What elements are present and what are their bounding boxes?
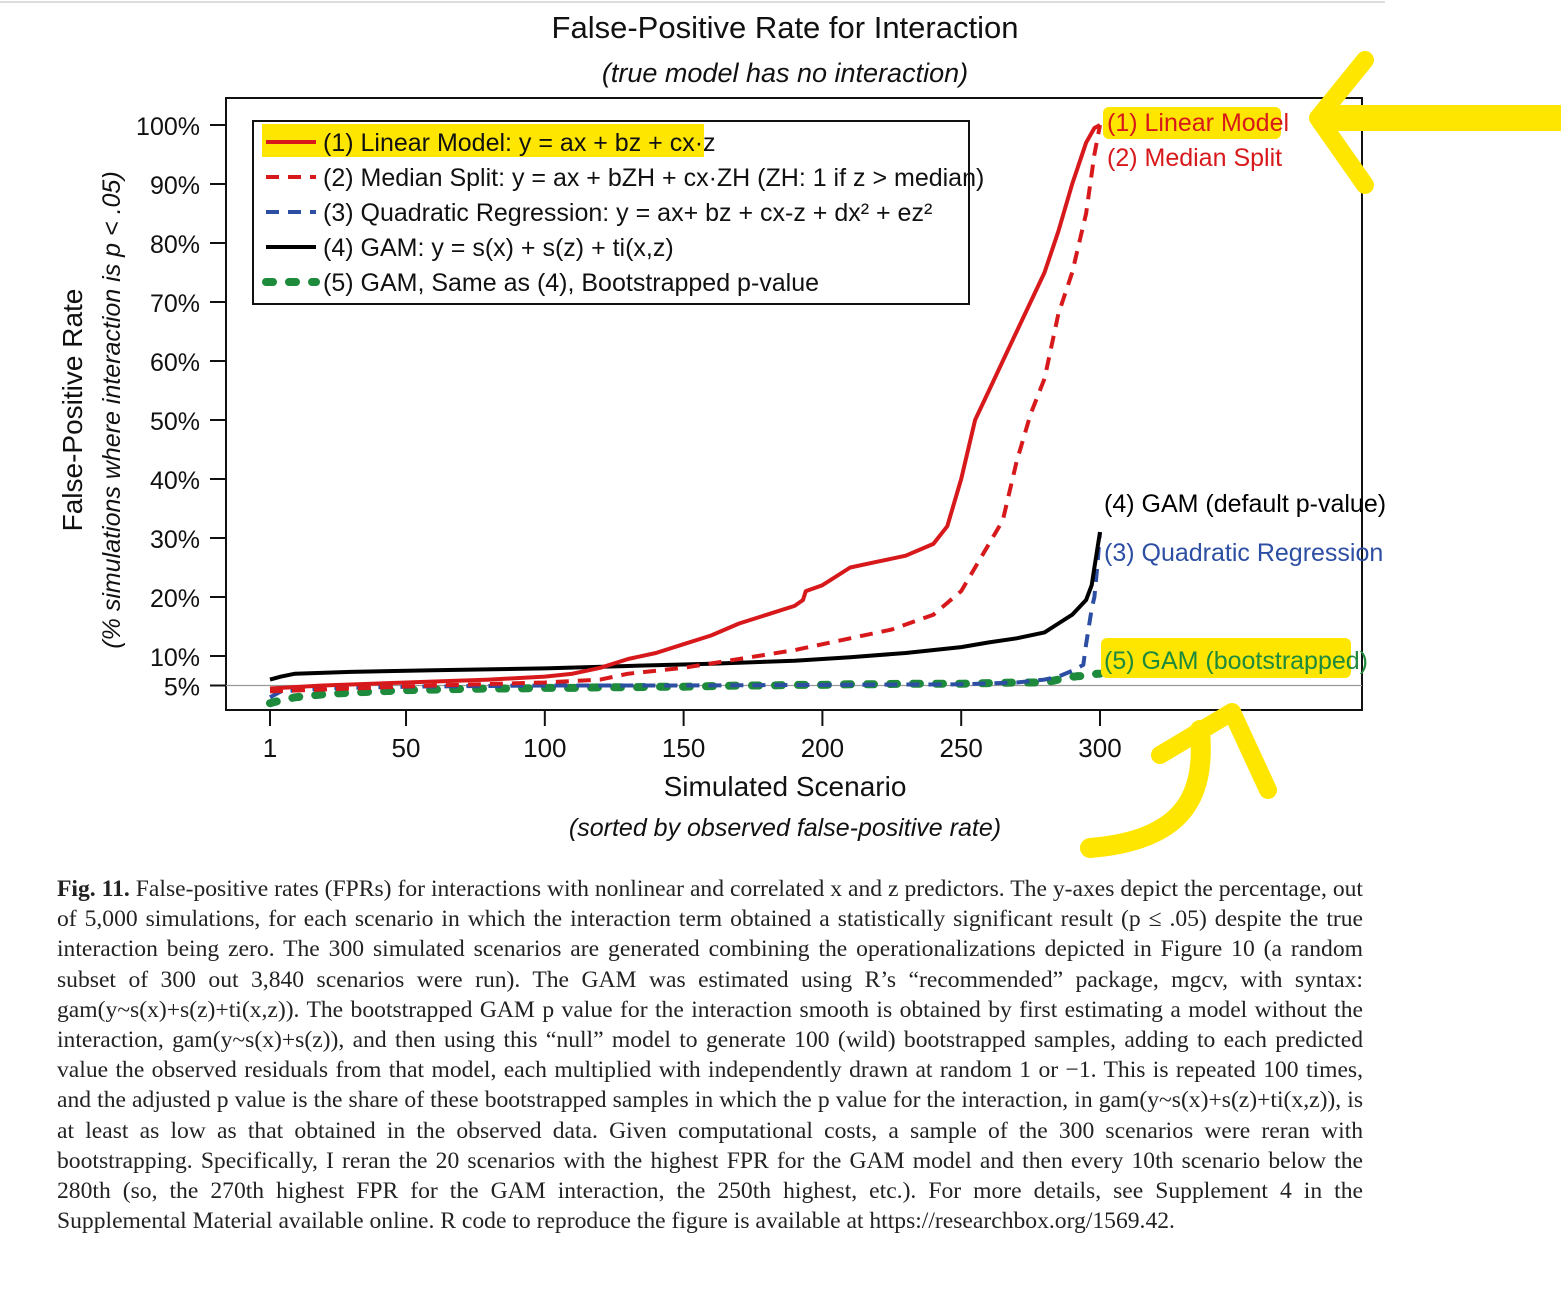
end-label-highlight <box>1101 638 1351 678</box>
y-tick-label: 50% <box>150 408 200 436</box>
legend: (1) Linear Model: y = ax + bz + cx·z (2) … <box>252 120 984 305</box>
legend-label: (5) GAM, Same as (4), Bootstrapped p-val… <box>323 269 819 297</box>
legend-label: (1) Linear Model: y = ax + bz + cx·z <box>323 129 716 157</box>
legend-label: (4) GAM: y = s(x) + s(z) + ti(x,z) <box>323 234 674 262</box>
plot-frame <box>225 97 1363 711</box>
figure-caption: Fig. 11. False-positive rates (FPRs) for… <box>57 874 1363 1236</box>
y-tick-label: 10% <box>150 644 200 672</box>
y-tick-label: 80% <box>150 231 200 259</box>
y-axis-title: False-Positive Rate <box>57 289 88 532</box>
caption-text: False-positive rates (FPRs) for interact… <box>57 876 1363 1235</box>
x-tick-label: 250 <box>940 733 983 763</box>
end-labels: (1) Linear Model (2) Median Split (4) GAM … <box>1101 107 1386 678</box>
y-tick-label: 70% <box>150 290 200 318</box>
y-tick-label: 20% <box>150 585 200 613</box>
series-line-1 <box>269 123 1101 691</box>
y-tick-label: 40% <box>150 467 200 495</box>
legend-label: (2) Median Split: y = ax + bZH + cx·ZH (… <box>323 164 984 192</box>
x-tick-label: 150 <box>662 733 705 763</box>
x-tick-label: 50 <box>392 733 421 763</box>
x-tick-label: 300 <box>1078 733 1121 763</box>
x-tick-label: 200 <box>801 733 844 763</box>
x-axis-subtitle: (sorted by observed false-positive rate) <box>569 814 1001 842</box>
legend-label: (3) Quadratic Regression: y = ax+ bz + c… <box>323 199 932 227</box>
highlight-arrow-head-bottom <box>1151 703 1277 799</box>
highlight-arrow-head-top <box>1309 51 1374 194</box>
highlighter-annotations <box>1080 51 1561 858</box>
legend-highlight <box>262 124 704 157</box>
series-line-2 <box>269 124 1102 694</box>
chart-subtitle: (true model has no interaction) <box>602 58 968 88</box>
y-tick-label: 100% <box>136 113 200 141</box>
x-axis-title: Simulated Scenario <box>664 771 907 802</box>
axis-ticks: 5%10%20%30%40%50%60%70%80%90%100%1 50 100 1… <box>136 113 1362 763</box>
end-label: (4) GAM (default p-value) <box>1104 490 1386 518</box>
end-label: (5) GAM (bootstrapped) <box>1104 647 1368 675</box>
end-label: (2) Median Split <box>1107 144 1282 172</box>
y-tick-label: 60% <box>150 349 200 377</box>
series-line-4 <box>269 531 1102 682</box>
y-tick-label: 30% <box>150 526 200 554</box>
chart-title: False-Positive Rate for Interaction <box>552 10 1019 45</box>
y-tick-label: 5% <box>164 674 200 702</box>
y-axis-subtitle: (% simulations where interaction is p < … <box>98 171 126 648</box>
series-line-5 <box>266 669 1104 708</box>
highlight-arrow-shaft-bottom <box>1080 720 1211 858</box>
end-label: (1) Linear Model <box>1107 109 1289 137</box>
y-tick-label: 90% <box>150 172 200 200</box>
end-label: (3) Quadratic Regression <box>1104 539 1383 567</box>
figure-canvas: False-Positive Rate for Interaction (tru… <box>0 1 1561 858</box>
end-label-highlight <box>1103 107 1281 139</box>
x-tick-label: 1 <box>263 733 277 763</box>
series-layer <box>266 123 1104 708</box>
caption-label: Fig. 11. <box>57 876 130 902</box>
x-tick-label: 100 <box>523 733 566 763</box>
